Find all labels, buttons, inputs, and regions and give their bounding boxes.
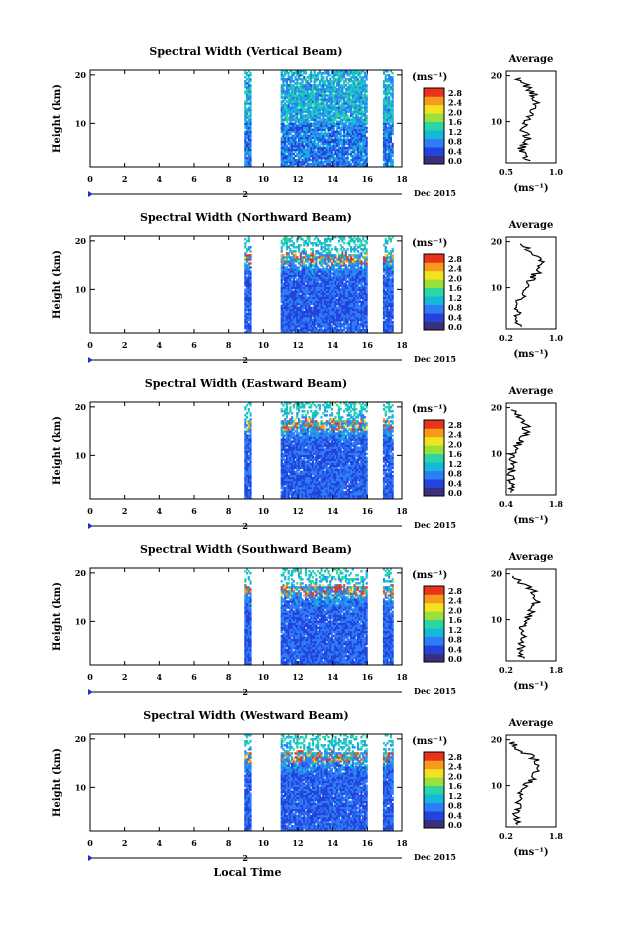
avg-y-tick-label: 10 [491,117,503,127]
x-tick-label: 18 [396,174,408,184]
avg-x-tick-label: 1.0 [549,167,563,177]
heatmap-cell [334,254,336,256]
colorbar-unit: (ms⁻¹) [412,72,447,83]
panel-1: Spectral Width (Vertical Beam) 0 2 4 6 8 10 12 1… [52,45,563,199]
colorbar-swatch [424,122,444,131]
colorbar-tick-label: 2.8 [448,88,462,98]
heatmap-cell [317,250,319,252]
y-tick-label: 20 [75,70,87,80]
heatmap-cell [244,238,246,240]
heatmap-cell [334,246,336,248]
average-frame [506,71,556,163]
avg-x-tick-label: 0.5 [499,167,513,177]
day-start-marker [88,191,93,197]
x-tick-label: 12 [292,174,303,184]
average-profile-line [516,78,539,161]
colorbar-tick-label: 0.4 [448,146,462,156]
heatmap-cell [295,250,297,252]
x-tick-label: 0 [87,174,93,184]
colorbar-tick-label: 1.6 [448,117,462,127]
panel-title: Spectral Width (Northward Beam) [140,211,352,224]
heatmap-cells [244,70,393,167]
colorbar-swatch [424,156,444,165]
colorbar-swatch [424,147,444,156]
heatmap-cell [392,76,394,78]
x-tick-label: 8 [226,174,232,184]
x-tick-label: 6 [191,174,197,184]
y-axis-label: Height (km) [52,84,63,153]
heatmap-cell [312,248,314,250]
heatmap-cell [329,244,331,246]
heatmap-cell [340,244,342,246]
colorbar-swatch [424,139,444,148]
day-marker-label: 2 [242,189,248,199]
x-tick-label: 4 [157,174,163,184]
colorbar-tick-label: 0.0 [448,156,462,166]
y-tick-label: 10 [75,118,87,128]
heatmap-cells [244,236,393,333]
heatmap-cell [388,74,390,76]
colorbar-tick-label: 0.8 [448,137,462,147]
heatmap-cell [249,254,251,256]
colorbar-tick-label: 2.4 [448,98,462,108]
avg-x-label: (ms⁻¹) [513,183,548,194]
heatmap-cell [331,248,333,250]
colorbar-tick-label: 2.0 [448,107,462,117]
heatmap-cell [347,248,349,250]
x-tick-label: 2 [122,174,128,184]
heatmap-cell [303,248,305,250]
colorbar-tick-label: 1.2 [448,127,462,137]
colorbar-swatch [424,105,444,114]
heatmap-cell [366,240,368,242]
date-label: Dec 2015 [414,188,456,198]
average-title: Average [508,54,554,65]
heatmap-cell [249,246,251,248]
x-tick-label: 16 [362,174,374,184]
colorbar-swatch [424,88,444,97]
avg-y-tick-label: 20 [491,71,503,81]
colorbar-swatch [424,130,444,139]
x-tick-label: 14 [327,174,339,184]
heatmap-cell [282,254,284,256]
heatmap-cell [300,244,302,246]
colorbar-swatch [424,113,444,122]
x-tick-label: 10 [258,174,270,184]
colorbar-swatch [424,96,444,105]
panel-title: Spectral Width (Vertical Beam) [149,45,342,58]
